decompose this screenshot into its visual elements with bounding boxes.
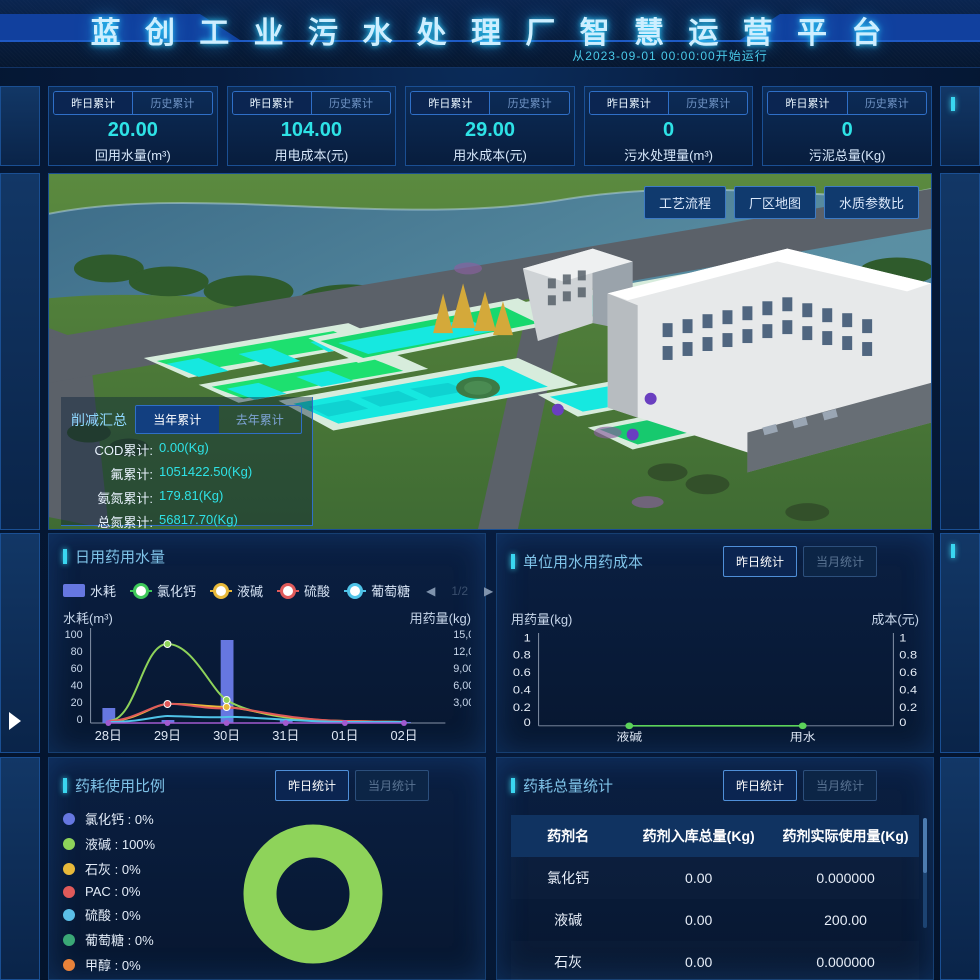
svg-text:100: 100 bbox=[65, 629, 83, 641]
svg-text:02日: 02日 bbox=[390, 728, 417, 743]
svg-text:0.2: 0.2 bbox=[899, 701, 917, 714]
svg-text:3,000: 3,000 bbox=[453, 697, 471, 709]
svg-text:0: 0 bbox=[524, 716, 532, 729]
svg-text:0.8: 0.8 bbox=[899, 649, 917, 662]
svg-text:9,000: 9,000 bbox=[453, 663, 471, 675]
svg-text:80: 80 bbox=[71, 646, 83, 658]
svg-text:1: 1 bbox=[524, 633, 531, 644]
svg-text:20: 20 bbox=[71, 697, 83, 709]
svg-text:0.2: 0.2 bbox=[513, 701, 531, 714]
svg-text:液碱: 液碱 bbox=[616, 731, 642, 744]
svg-text:0.8: 0.8 bbox=[513, 649, 531, 662]
svg-text:60: 60 bbox=[71, 663, 83, 675]
svg-text:01日: 01日 bbox=[331, 728, 358, 743]
svg-text:31日: 31日 bbox=[272, 728, 299, 743]
svg-text:0.4: 0.4 bbox=[513, 683, 531, 696]
svg-text:用水: 用水 bbox=[790, 731, 816, 744]
svg-text:28日: 28日 bbox=[95, 728, 122, 743]
svg-text:12,00: 12,00 bbox=[453, 646, 471, 658]
svg-text:40: 40 bbox=[71, 680, 83, 692]
svg-text:0: 0 bbox=[899, 716, 907, 729]
svg-text:0.6: 0.6 bbox=[899, 666, 917, 679]
svg-text:0.6: 0.6 bbox=[513, 666, 531, 679]
svg-text:1: 1 bbox=[899, 633, 906, 644]
svg-text:0.4: 0.4 bbox=[899, 683, 917, 696]
svg-text:29日: 29日 bbox=[154, 728, 181, 743]
svg-text:0: 0 bbox=[77, 714, 83, 726]
svg-text:15,00: 15,00 bbox=[453, 629, 471, 641]
svg-text:6,000: 6,000 bbox=[453, 680, 471, 692]
svg-text:30日: 30日 bbox=[213, 728, 240, 743]
